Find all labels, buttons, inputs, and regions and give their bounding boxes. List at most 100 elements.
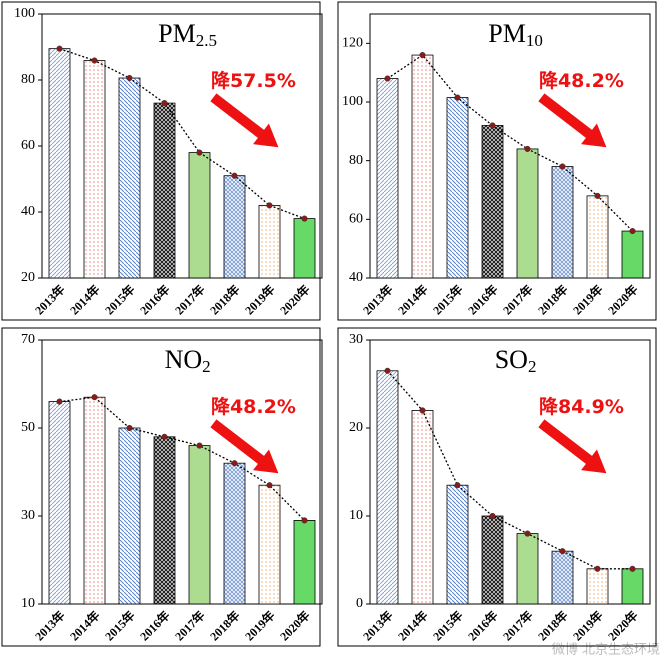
y-tick-label: 10 xyxy=(21,596,35,611)
y-tick-label: 30 xyxy=(349,332,363,347)
y-tick-label: 100 xyxy=(14,6,35,21)
title-subscript: 2.5 xyxy=(196,31,217,50)
trend-line xyxy=(387,370,633,570)
y-tick-label: 20 xyxy=(21,270,35,285)
bar xyxy=(293,218,316,279)
bar xyxy=(586,568,609,605)
x-tick-label: 2018年 xyxy=(206,281,242,317)
point xyxy=(126,74,133,82)
y-tick-label: 80 xyxy=(349,153,363,168)
title-subscript: 2 xyxy=(202,357,211,376)
point xyxy=(629,565,636,572)
point xyxy=(594,565,601,572)
x-tick-label: 2016年 xyxy=(136,607,172,643)
bar xyxy=(118,427,141,605)
point xyxy=(266,202,273,209)
point xyxy=(489,512,496,520)
x-tick-label: 2020年 xyxy=(276,607,312,643)
point xyxy=(301,215,308,222)
bar xyxy=(83,396,106,605)
point xyxy=(91,394,98,401)
chart-title: PM10 xyxy=(488,19,543,50)
point xyxy=(489,122,496,129)
panel-border xyxy=(1,327,321,647)
bar xyxy=(586,195,609,279)
point xyxy=(301,517,308,524)
annotation: 降84.9% xyxy=(539,395,624,418)
x-tick-label: 2019年 xyxy=(569,607,605,643)
bar xyxy=(258,484,281,605)
x-tick-label: 2017年 xyxy=(171,281,207,317)
bar xyxy=(376,370,399,605)
trend-line xyxy=(59,396,305,521)
bar xyxy=(446,97,469,279)
x-tick-label: 2014年 xyxy=(394,607,430,643)
x-tick-label: 2016年 xyxy=(136,281,172,317)
y-tick-label: 100 xyxy=(342,94,363,109)
x-tick-label: 2018年 xyxy=(534,607,570,643)
plot-frame xyxy=(41,339,323,605)
point xyxy=(196,149,203,156)
bar xyxy=(551,550,574,605)
bar xyxy=(223,175,246,279)
y-tick-label: 60 xyxy=(349,212,363,227)
bar xyxy=(551,166,574,279)
bar xyxy=(481,515,504,605)
x-tick-label: 2019年 xyxy=(241,607,277,643)
bar xyxy=(411,409,434,605)
bar xyxy=(83,60,106,279)
point xyxy=(384,75,391,82)
point xyxy=(594,192,601,199)
bar xyxy=(411,54,434,279)
point xyxy=(126,424,133,432)
point xyxy=(196,442,203,449)
y-tick-label: 120 xyxy=(342,36,363,51)
x-tick-label: 2015年 xyxy=(101,281,137,317)
point xyxy=(384,367,391,374)
point xyxy=(161,433,168,440)
point xyxy=(419,407,426,414)
trend-line xyxy=(59,48,305,220)
bar xyxy=(48,48,71,279)
arrow xyxy=(210,419,279,474)
title-main: NO xyxy=(165,345,203,374)
annotation: 降57.5% xyxy=(211,69,296,92)
bar xyxy=(258,204,281,279)
x-tick-label: 2015年 xyxy=(101,607,137,643)
x-tick-label: 2013年 xyxy=(31,607,67,643)
y-tick-label: 30 xyxy=(21,508,35,523)
title-subscript: 2 xyxy=(528,357,537,376)
panel-border xyxy=(337,1,657,321)
plot-frame xyxy=(369,13,651,279)
x-tick-label: 2018年 xyxy=(206,607,242,643)
x-tick-label: 2017年 xyxy=(171,607,207,643)
y-tick-label: 40 xyxy=(349,270,363,285)
x-tick-label: 2020年 xyxy=(604,607,640,643)
point xyxy=(454,94,461,101)
bar xyxy=(188,152,211,279)
bar xyxy=(481,125,504,279)
point xyxy=(56,398,63,405)
y-tick-label: 50 xyxy=(21,420,35,435)
bar xyxy=(293,520,316,605)
bar xyxy=(516,533,539,605)
point xyxy=(559,163,566,170)
y-tick-label: 70 xyxy=(21,332,35,347)
y-tick-label: 0 xyxy=(356,596,363,611)
bar xyxy=(621,568,644,605)
title-main: PM xyxy=(158,19,196,48)
point xyxy=(419,52,426,59)
point xyxy=(56,45,63,52)
point xyxy=(629,228,636,235)
bar xyxy=(118,77,141,279)
x-tick-label: 2016年 xyxy=(464,607,500,643)
x-tick-label: 2013年 xyxy=(359,607,395,643)
x-tick-label: 2013年 xyxy=(359,281,395,317)
panel-border xyxy=(1,1,321,321)
bar xyxy=(188,445,211,605)
bar xyxy=(153,436,176,605)
panel-border xyxy=(337,327,657,647)
chart-title: NO2 xyxy=(165,345,211,376)
point xyxy=(266,482,273,489)
